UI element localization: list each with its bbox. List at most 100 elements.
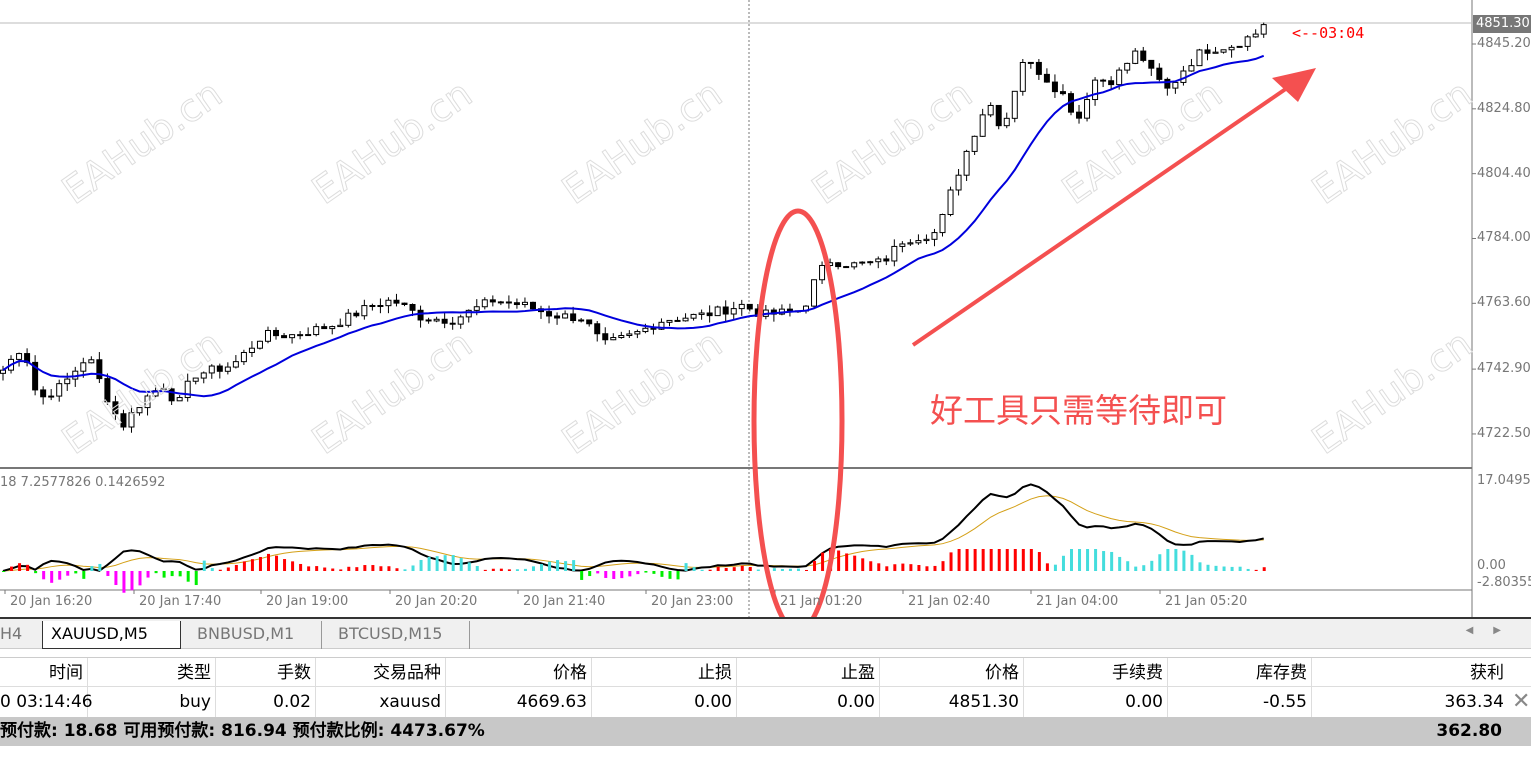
histogram-bar <box>981 549 985 571</box>
candle-body <box>690 313 697 319</box>
candle-body <box>16 353 23 360</box>
histogram-bar <box>620 571 624 579</box>
candle-body <box>361 305 368 317</box>
histogram-bar <box>548 561 552 571</box>
histogram-bar <box>339 569 343 571</box>
histogram-bar <box>941 561 945 571</box>
histogram-bar <box>210 568 214 571</box>
histogram-bar <box>266 553 270 571</box>
histogram-bar <box>1126 561 1130 571</box>
candle-body <box>1084 99 1091 119</box>
histogram-bar <box>1118 556 1122 571</box>
candle-body <box>1228 46 1235 51</box>
histogram-bar <box>74 571 78 574</box>
candle-body <box>264 329 271 342</box>
histogram-bar <box>218 569 222 571</box>
histogram-bar <box>1206 564 1210 571</box>
candle-body <box>907 242 914 245</box>
histogram-bar <box>636 571 640 575</box>
candle-body <box>546 311 553 317</box>
candle-body <box>1027 61 1034 64</box>
histogram-bar <box>523 568 527 571</box>
histogram-bar <box>355 567 359 571</box>
candle-body <box>32 361 39 391</box>
candle-body <box>995 104 1002 127</box>
bar-countdown: <--03:04 <box>1292 24 1365 42</box>
indicator-axis-zero: 0.00 <box>1477 558 1506 573</box>
tab-btcusd-m15[interactable]: BTCUSD,M15 <box>330 621 470 649</box>
candle-body <box>851 262 858 268</box>
histogram-bar <box>684 563 688 571</box>
column-header: 价格 <box>446 658 592 686</box>
histogram-bar <box>82 571 86 579</box>
histogram-bar <box>1110 551 1114 571</box>
histogram-bar <box>925 566 929 571</box>
table-cell: 0 03:14:46 <box>0 687 93 717</box>
candle-body <box>505 301 512 304</box>
candle-body <box>232 361 239 368</box>
histogram-bar <box>138 571 142 586</box>
candle-body <box>1011 90 1018 119</box>
histogram-bar <box>885 566 889 571</box>
tab-scroll-arrows[interactable]: ◀▶ <box>1465 625 1521 636</box>
candle-body <box>979 114 986 137</box>
histogram-bar <box>162 571 166 578</box>
histogram-bar <box>242 561 246 571</box>
time-axis-label: 21 Jan 01:20 <box>780 594 863 609</box>
table-cell: 0.00 <box>592 687 737 717</box>
candle-body <box>859 261 866 264</box>
histogram-bar <box>18 563 22 571</box>
account-summary: 预付款: 18.68 可用预付款: 816.94 预付款比例: 4473.67%… <box>0 717 1531 746</box>
price-axis-label: 4845.20 <box>1477 36 1531 51</box>
price-chart[interactable] <box>0 0 1531 617</box>
candle-body <box>1059 91 1066 95</box>
histogram-bar <box>443 555 447 571</box>
candle-body <box>1076 111 1083 119</box>
time-axis-label: 20 Jan 16:20 <box>10 594 93 609</box>
candle-body <box>112 401 119 415</box>
candle-body <box>1019 62 1026 92</box>
candle-body <box>1092 79 1099 101</box>
column-header: 价格 <box>880 658 1024 686</box>
histogram-bar <box>644 571 648 573</box>
candle-body <box>80 362 87 372</box>
candle-body <box>1220 49 1227 53</box>
candle-body <box>1212 51 1219 54</box>
table-cell: 363.34 <box>1444 692 1504 712</box>
tab-bnbusd-m1[interactable]: BNBUSD,M1 <box>189 621 322 649</box>
histogram-bar <box>467 562 471 571</box>
trend-arrow-head <box>1272 68 1316 102</box>
column-header: 手数 <box>216 658 316 686</box>
histogram-bar <box>1174 549 1178 571</box>
candle-body <box>481 299 488 308</box>
histogram-bar <box>917 565 921 571</box>
histogram-bar <box>283 559 287 571</box>
tab-h4[interactable]: H4 <box>0 624 23 643</box>
histogram-bar <box>234 564 238 571</box>
histogram-bar <box>588 571 592 577</box>
histogram-bar <box>1086 549 1090 571</box>
histogram-bar <box>291 561 295 571</box>
histogram-bar <box>1134 566 1138 571</box>
column-header: 止损 <box>592 658 737 686</box>
candle-body <box>1116 69 1123 86</box>
candle-body <box>305 334 312 337</box>
candle-body <box>722 306 729 315</box>
histogram-bar <box>1262 567 1266 571</box>
column-header: 手续费 <box>1024 658 1168 686</box>
histogram-bar <box>1061 555 1065 571</box>
histogram-bar <box>1053 564 1057 571</box>
histogram-bar <box>676 571 680 580</box>
indicator-axis-max: 17.04954 <box>1477 473 1531 488</box>
candle-body <box>1035 61 1042 75</box>
indicator-values: 18 7.2577826 0.1426592 <box>0 475 166 490</box>
tab-xauusd-m5[interactable]: XAUUSD,M5 <box>42 621 181 649</box>
candle-body <box>497 301 504 304</box>
histogram-bar <box>419 559 423 571</box>
candle-body <box>321 326 328 330</box>
candle-body <box>634 331 641 335</box>
table-row[interactable]: ✕ 0 03:14:46 buy 0.02 xauusd 4669.63 0.00 0.00… <box>0 687 1531 717</box>
close-position-icon[interactable]: ✕ <box>1512 689 1531 714</box>
histogram-bar <box>98 563 102 571</box>
candle-body <box>899 243 906 247</box>
